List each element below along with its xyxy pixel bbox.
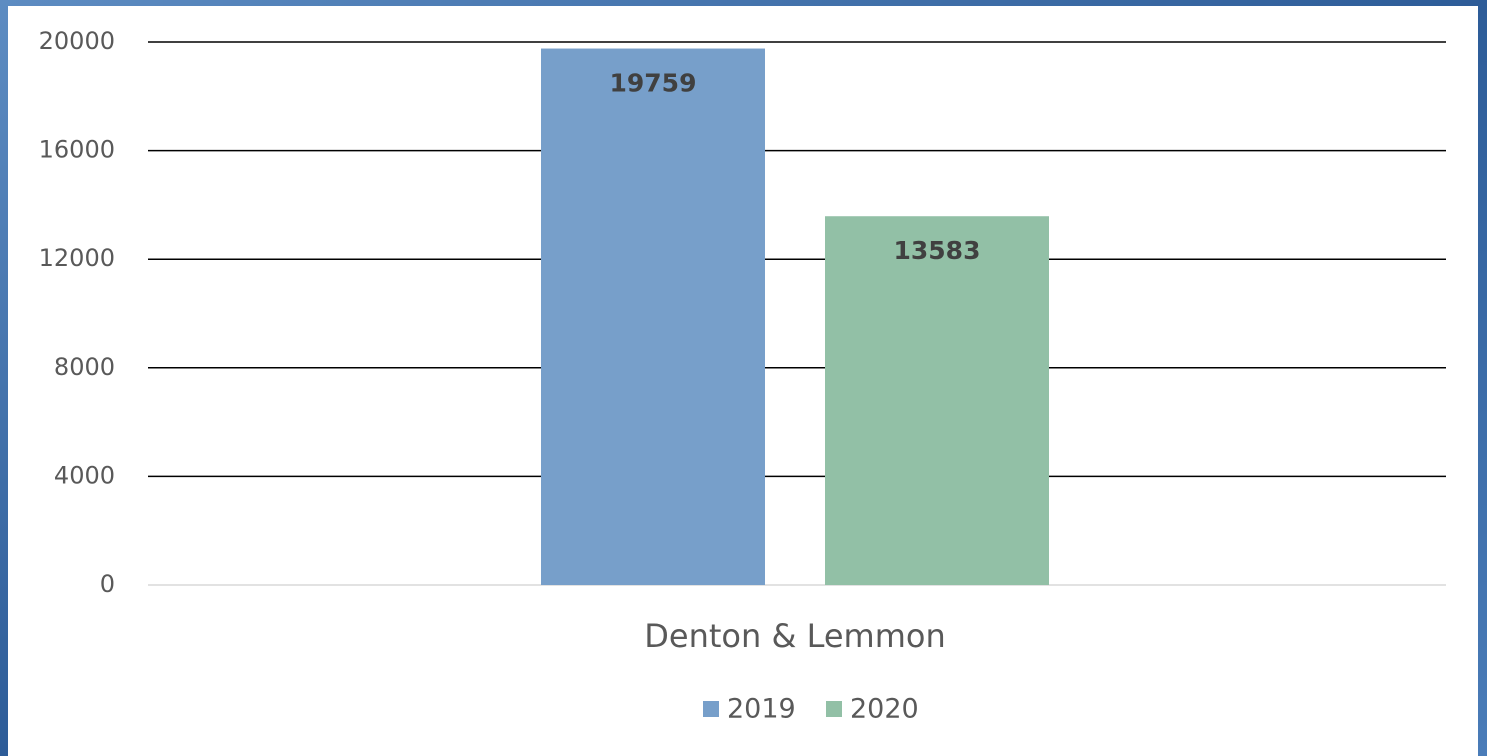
data-label: 19759 <box>610 69 697 98</box>
y-tick-label: 12000 <box>39 244 115 272</box>
y-tick-label: 4000 <box>54 461 115 489</box>
x-tick-label: Denton & Lemmon <box>644 617 945 655</box>
data-label: 13583 <box>894 236 981 265</box>
legend-label: 2020 <box>850 694 919 725</box>
bar <box>541 48 765 585</box>
y-tick-label: 16000 <box>39 136 115 164</box>
legend-label: 2019 <box>727 694 796 725</box>
y-tick-label: 20000 <box>39 27 115 55</box>
y-tick-label: 0 <box>100 570 115 598</box>
legend-swatch <box>826 701 842 717</box>
y-tick-label: 8000 <box>54 353 115 381</box>
legend-swatch <box>703 701 719 717</box>
bar <box>825 216 1049 585</box>
